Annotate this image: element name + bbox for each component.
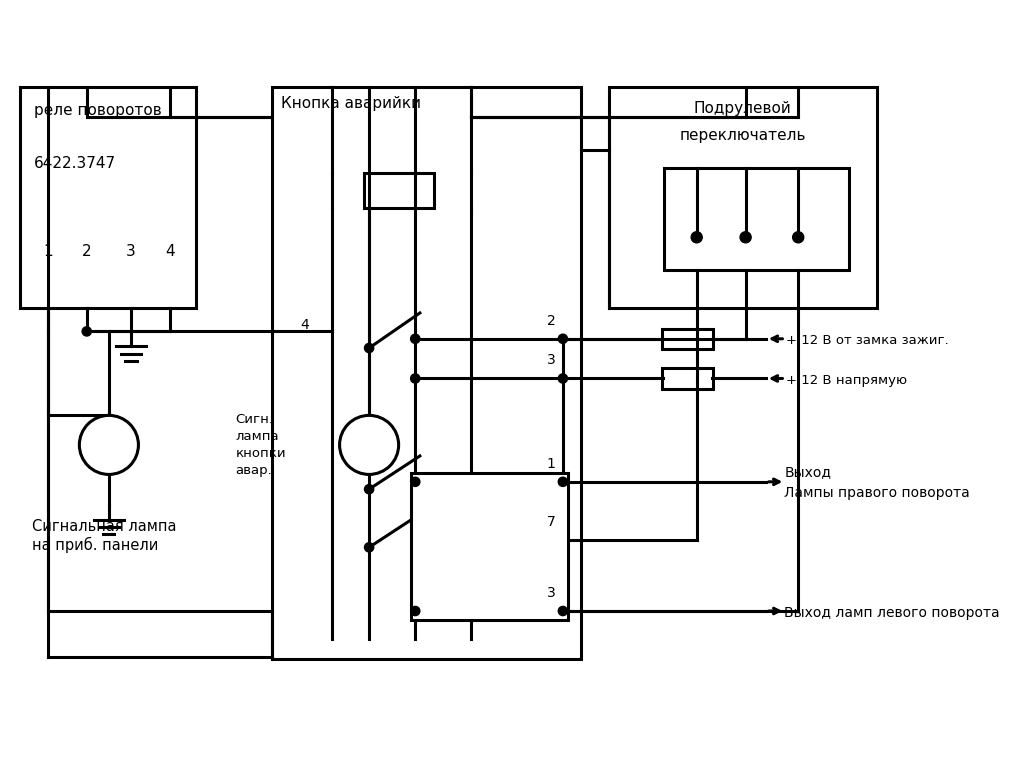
Text: 4: 4 — [165, 243, 175, 259]
Circle shape — [365, 343, 374, 353]
Text: Выход ламп левого поворота: Выход ламп левого поворота — [784, 606, 1000, 620]
Text: Выход: Выход — [784, 465, 831, 479]
Circle shape — [411, 477, 420, 486]
Text: + 12 В от замка зажиг.: + 12 В от замка зажиг. — [786, 334, 949, 347]
Text: Подрулевой: Подрулевой — [694, 101, 792, 116]
Circle shape — [558, 374, 567, 383]
Text: Сигнальная лампа: Сигнальная лампа — [33, 518, 177, 534]
Circle shape — [793, 232, 804, 243]
Bar — [272, 87, 582, 659]
Circle shape — [740, 232, 752, 243]
Text: 3: 3 — [547, 353, 555, 367]
Bar — [665, 168, 849, 270]
Text: 3: 3 — [126, 243, 136, 259]
Text: на приб. панели: на приб. панели — [33, 537, 159, 553]
Text: 1: 1 — [547, 457, 555, 471]
Circle shape — [558, 477, 567, 486]
Circle shape — [411, 374, 420, 383]
Text: Сигн.
лампа
кнопки
авар.: Сигн. лампа кнопки авар. — [236, 412, 286, 477]
Text: 3: 3 — [547, 586, 555, 600]
Text: Кнопка аварийки: Кнопка аварийки — [282, 96, 422, 111]
Circle shape — [340, 415, 398, 475]
Circle shape — [411, 334, 420, 343]
Text: 2: 2 — [82, 243, 91, 259]
Circle shape — [558, 334, 567, 343]
Text: 7: 7 — [547, 515, 555, 529]
Bar — [20, 87, 196, 308]
Text: реле поворотов: реле поворотов — [34, 104, 162, 118]
Circle shape — [82, 327, 91, 336]
Text: 4: 4 — [300, 318, 308, 332]
Text: переключатель: переключатель — [680, 128, 806, 144]
Circle shape — [411, 607, 420, 616]
Text: + 12 В напрямую: + 12 В напрямую — [786, 374, 907, 387]
Circle shape — [691, 232, 702, 243]
Circle shape — [558, 607, 567, 616]
Text: 2: 2 — [547, 313, 555, 328]
Bar — [609, 87, 877, 308]
Circle shape — [79, 415, 138, 475]
Text: Лампы правого поворота: Лампы правого поворота — [784, 485, 970, 499]
Bar — [365, 173, 434, 208]
Bar — [663, 369, 713, 389]
Bar — [663, 329, 713, 349]
Text: 6422.3747: 6422.3747 — [34, 156, 117, 171]
Text: 1: 1 — [43, 243, 53, 259]
Bar — [411, 472, 567, 621]
Circle shape — [365, 543, 374, 552]
Circle shape — [365, 485, 374, 494]
